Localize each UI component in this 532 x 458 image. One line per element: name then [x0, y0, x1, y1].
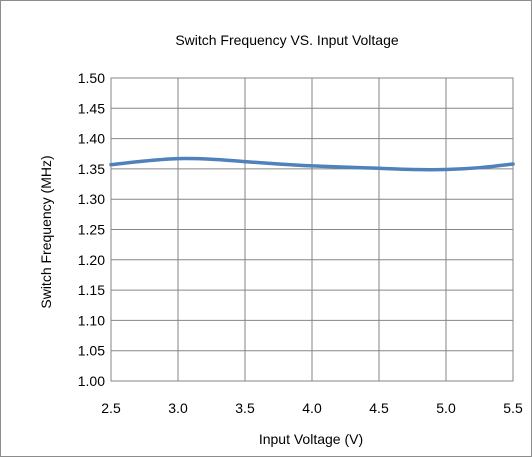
y-axis-title: Switch Frequency (MHz) [38, 155, 54, 308]
y-tick-label: 1.10 [78, 312, 105, 328]
x-axis-tick-labels: 2.5 3.0 3.5 4.0 4.5 5.0 5.5 [101, 400, 523, 416]
y-tick-label: 1.15 [78, 282, 105, 298]
y-tick-label: 1.35 [78, 161, 105, 177]
y-tick-label: 1.50 [78, 70, 105, 86]
x-tick-label: 4.5 [369, 400, 389, 416]
series-line [109, 156, 515, 172]
y-axis-tick-labels: 1.00 1.05 1.10 1.15 1.20 1.25 1.30 1.35 1.40 1.45… [78, 70, 105, 389]
x-tick-label: 5.0 [436, 400, 456, 416]
gridlines [110, 77, 514, 382]
y-tick-label: 1.05 [78, 343, 105, 359]
x-tick-label: 3.0 [168, 400, 188, 416]
x-axis-title: Input Voltage (V) [259, 431, 363, 447]
y-tick-label: 1.25 [78, 222, 105, 238]
plot-area [110, 77, 514, 382]
x-tick-label: 2.5 [101, 400, 121, 416]
y-tick-label: 1.30 [78, 191, 105, 207]
x-tick-label: 5.5 [503, 400, 523, 416]
chart-title: Switch Frequency VS. Input Voltage [175, 32, 399, 48]
series-group [109, 156, 515, 172]
x-tick-label: 3.5 [235, 400, 255, 416]
x-tick-label: 4.0 [302, 400, 322, 416]
y-tick-label: 1.20 [78, 252, 105, 268]
y-tick-label: 1.45 [78, 100, 105, 116]
y-tick-label: 1.00 [78, 373, 105, 389]
y-tick-label: 1.40 [78, 131, 105, 147]
